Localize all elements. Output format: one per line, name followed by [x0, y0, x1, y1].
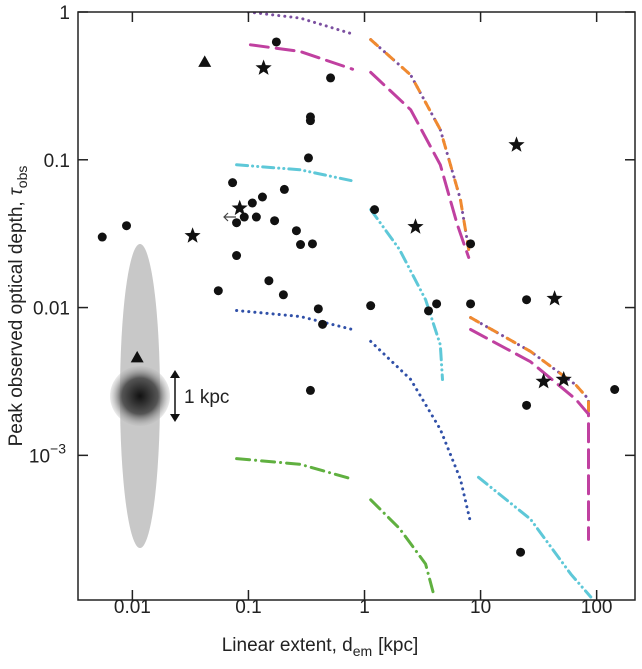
circle-point: [305, 116, 315, 126]
star-point: [184, 227, 201, 243]
star-point: [555, 371, 572, 387]
y-label-sub: obs: [14, 166, 30, 189]
model-curve: [235, 457, 355, 481]
circle-point: [307, 239, 317, 249]
x-axis-label: Linear extent, dem [kpc]: [222, 635, 419, 659]
star-point: [535, 373, 552, 389]
y-tick-label: 1: [59, 3, 70, 24]
circle-point: [239, 212, 249, 222]
circle-point: [232, 251, 242, 261]
circle-point: [366, 301, 376, 311]
x-tick-label: 100: [581, 597, 613, 618]
circle-point: [228, 178, 238, 188]
circle-point: [313, 304, 323, 314]
model-curve: [369, 70, 471, 259]
scale-annotation: 1 kpc: [184, 387, 229, 408]
star-point: [231, 199, 248, 216]
circle-point: [296, 240, 306, 250]
plot-frame: [77, 11, 636, 601]
y-tick-label: 0.1: [44, 151, 70, 172]
y-tick-base: 10: [29, 446, 50, 467]
circle-point: [516, 547, 526, 557]
triangle-point: [198, 55, 212, 67]
circle-point: [370, 205, 380, 215]
y-tick-label: 0.01: [33, 299, 70, 320]
star-point: [407, 218, 424, 234]
triangle-point: [130, 350, 144, 363]
model-curve: [369, 498, 436, 599]
y-tick-label: 10−3: [29, 440, 66, 467]
circle-point: [247, 198, 257, 208]
circle-point: [97, 232, 107, 242]
circle-point: [466, 299, 476, 309]
star-point: [546, 290, 563, 306]
model-curve: [469, 328, 590, 541]
circle-point: [303, 153, 313, 163]
circle-point: [122, 221, 132, 231]
galaxy-icon: [110, 244, 180, 548]
circle-point: [466, 239, 476, 249]
x-tick-label: 10: [470, 597, 491, 618]
circle-point: [278, 290, 288, 300]
x-tick-label: 1: [359, 597, 370, 618]
upper-limit-arrow: [223, 212, 236, 222]
model-curve: [477, 475, 593, 599]
circle-point: [257, 192, 267, 202]
circle-point: [270, 216, 280, 226]
model-curve: [469, 316, 590, 421]
x-label-text: Linear extent, d: [222, 635, 353, 656]
circle-point: [279, 184, 289, 194]
circle-point: [424, 306, 434, 316]
circle-point: [318, 319, 328, 329]
circle-point: [432, 299, 442, 309]
star-point: [255, 59, 272, 75]
x-tick-label: 0.1: [235, 597, 261, 618]
x-label-tail: [kpc]: [378, 635, 418, 656]
x-tick-label: 0.01: [114, 597, 151, 618]
model-curve: [369, 38, 471, 251]
circle-point: [610, 384, 620, 394]
model-curve: [369, 339, 473, 525]
model-curve: [246, 12, 355, 36]
x-label-sub: em: [353, 643, 372, 659]
y-tick-exponent: −3: [50, 440, 66, 456]
circle-point: [213, 286, 223, 296]
y-label-text: Peak observed optical depth,: [6, 201, 27, 446]
model-curve: [235, 163, 355, 183]
model-curve: [235, 309, 355, 331]
y-axis-label: Peak observed optical depth, τobs: [6, 166, 30, 447]
circle-point: [251, 212, 261, 222]
y-label-symbol: τ: [6, 186, 27, 195]
circle-point: [291, 226, 301, 236]
circle-point: [305, 385, 315, 395]
circle-point: [232, 218, 242, 228]
circle-point: [264, 276, 274, 286]
model-curve: [248, 43, 355, 71]
star-point: [508, 136, 525, 152]
model-curve: [369, 208, 444, 381]
circle-point: [522, 400, 532, 410]
circle-point: [271, 37, 281, 47]
circle-point: [326, 73, 336, 83]
circle-point: [522, 295, 532, 305]
